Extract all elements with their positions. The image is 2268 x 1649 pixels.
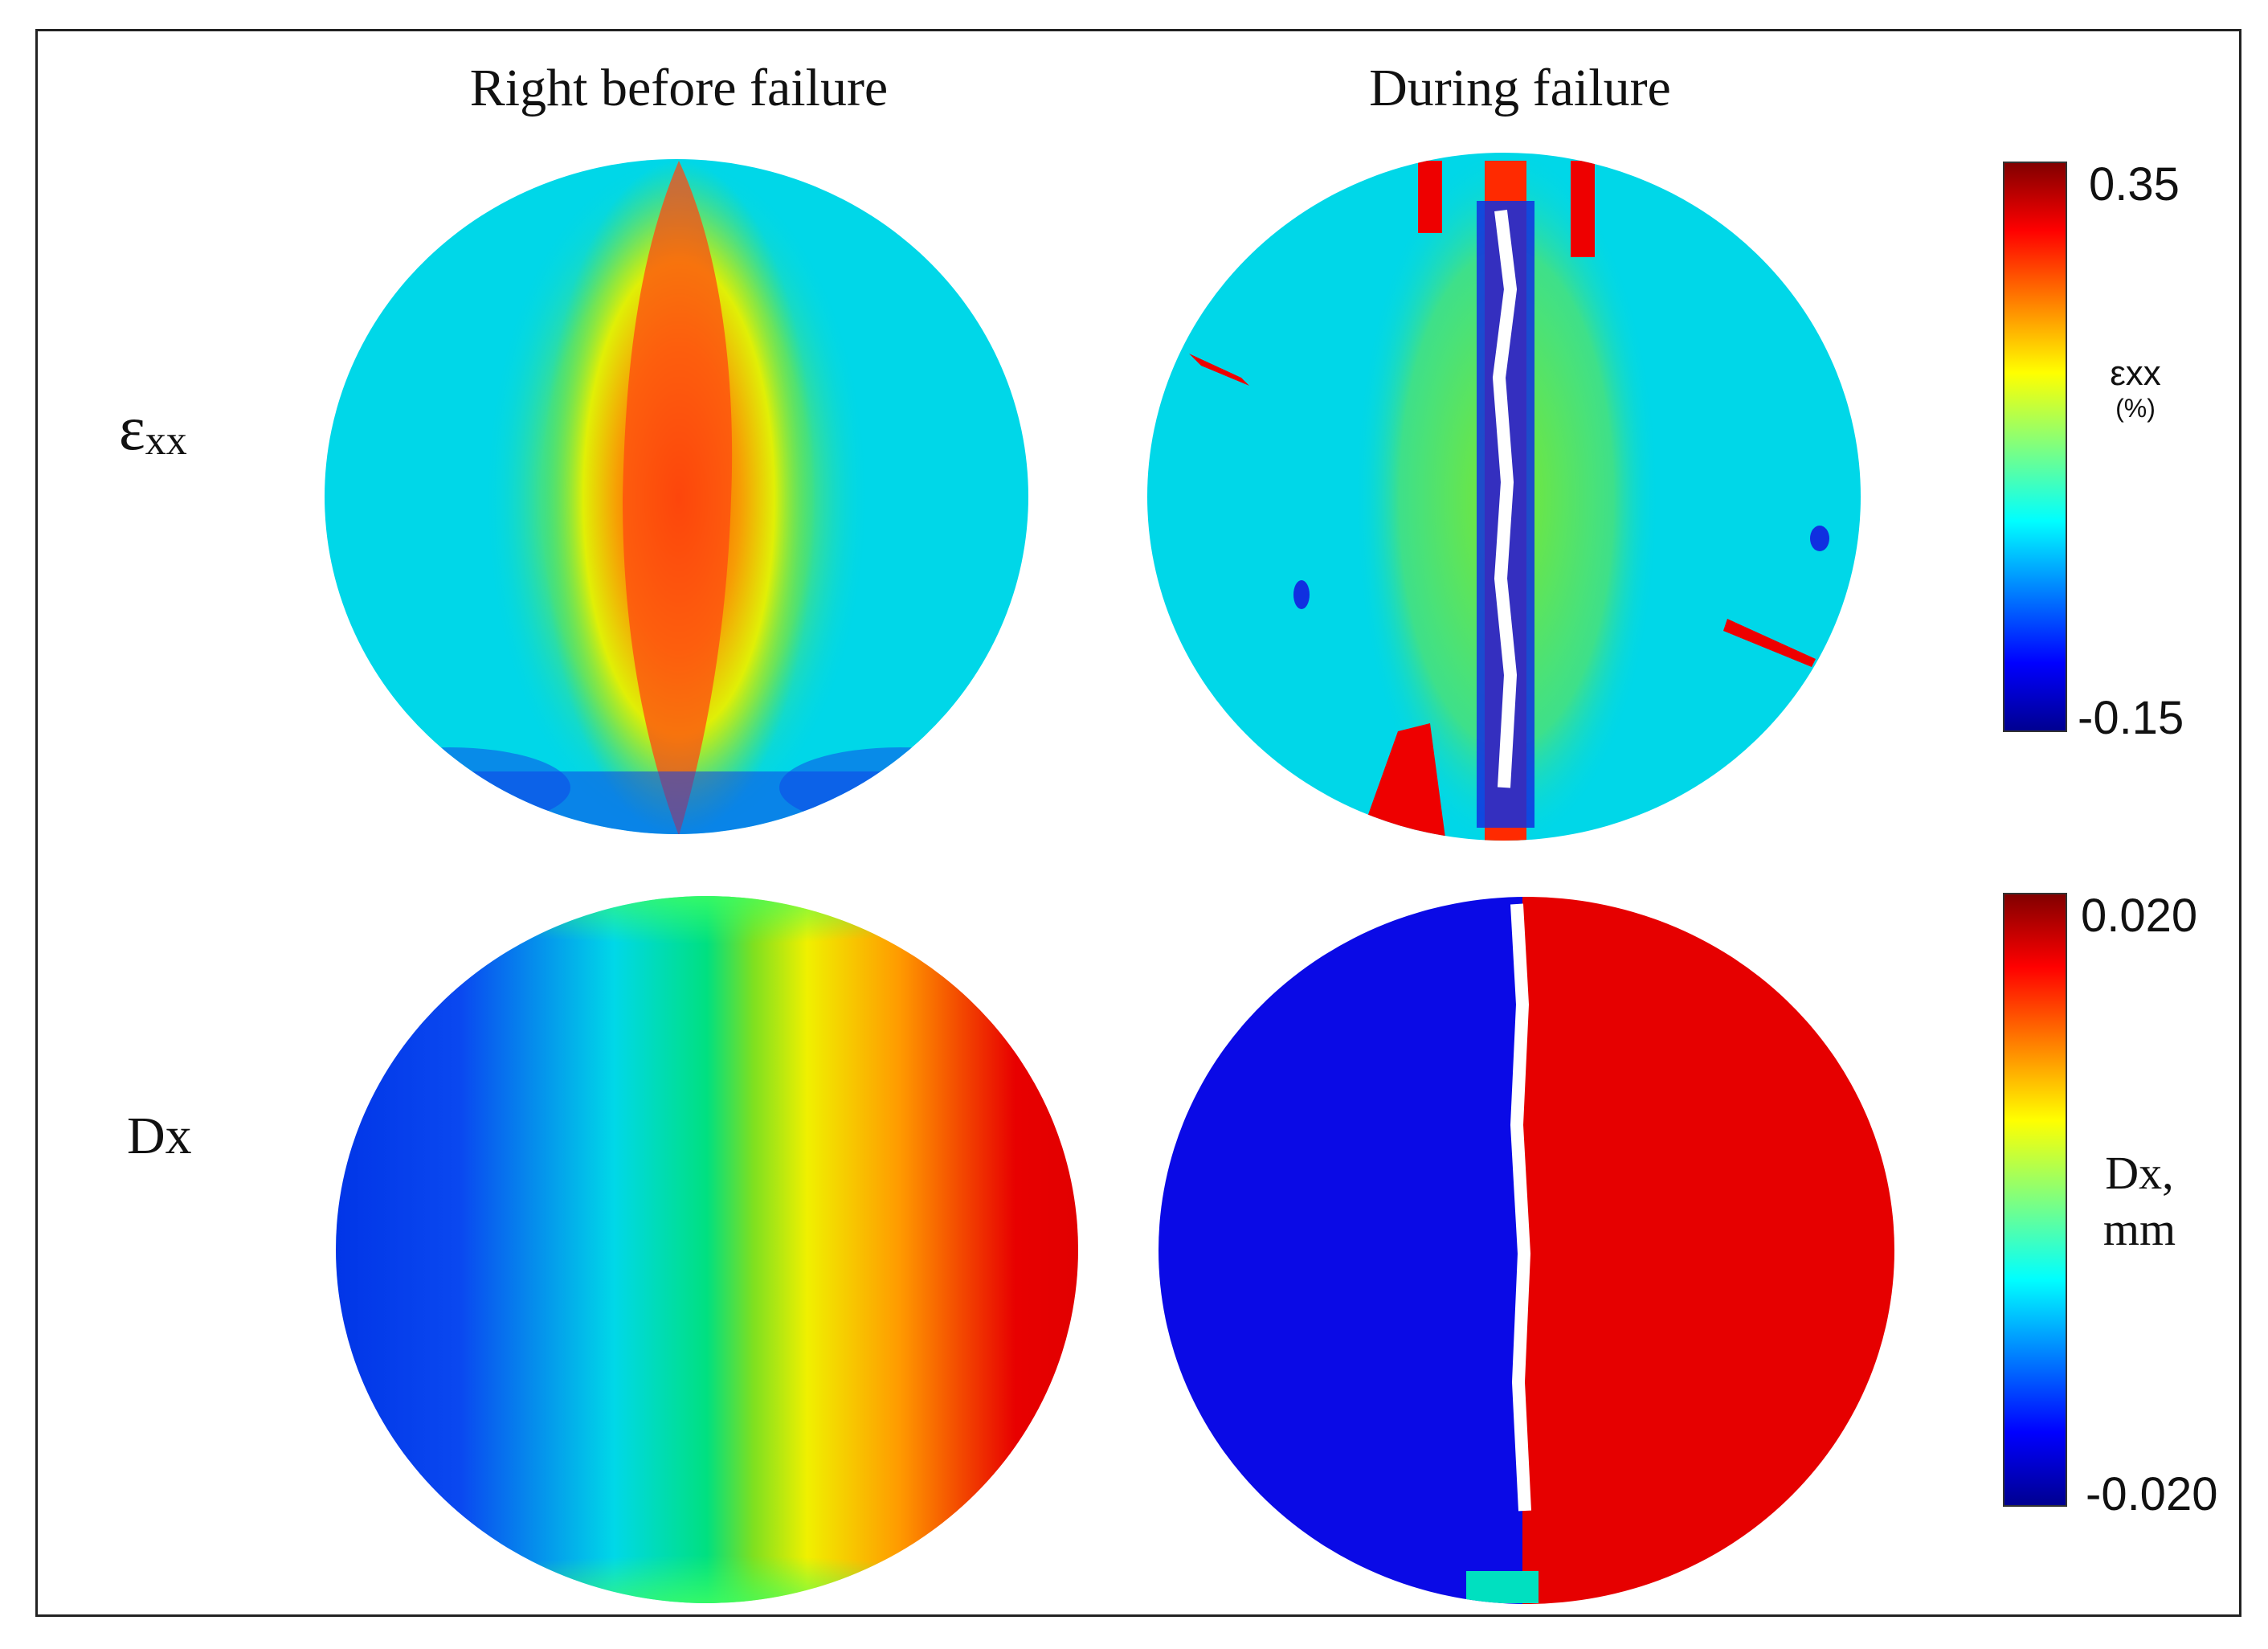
row-label-dx: Dx <box>127 1107 192 1165</box>
strain-before-failure-map <box>325 159 1028 834</box>
colorbar-strain-min: -0.15 <box>2078 692 2184 744</box>
colorbar-dx-max: 0.020 <box>2081 890 2198 942</box>
colorbar-dx-min: -0.020 <box>2086 1468 2218 1520</box>
dx-before-failure-map <box>336 896 1078 1603</box>
column-title-during-failure: During failure <box>1369 59 1671 117</box>
colorbar-dx <box>2003 893 2067 1507</box>
crack-line-dx <box>1510 903 1531 1512</box>
figure-frame <box>35 29 2241 1617</box>
colorbar-strain-title: εxx (%) <box>2110 354 2161 423</box>
column-title-before-failure: Right before failure <box>469 59 889 117</box>
colorbar-dx-title: Dx, mm <box>2102 1147 2176 1255</box>
colorbar-strain-max: 0.35 <box>2089 158 2180 211</box>
crack-line-strain <box>1492 210 1518 788</box>
row-label-exx: εxx <box>119 393 187 464</box>
colorbar-strain <box>2003 162 2067 732</box>
